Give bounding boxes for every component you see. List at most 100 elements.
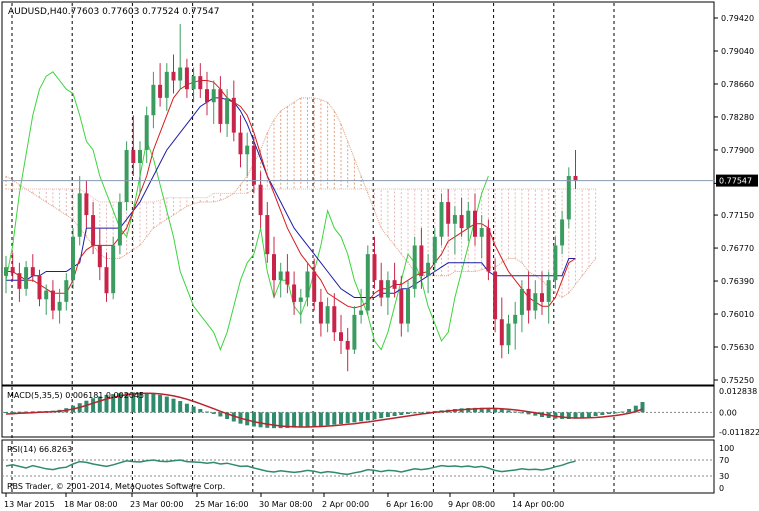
macd-histogram-bar <box>138 392 142 413</box>
price-tick-label: 0.75250 <box>721 376 754 385</box>
candle-body <box>218 89 223 124</box>
macd-histogram-bar <box>385 412 390 417</box>
macd-histogram-bar <box>640 402 645 413</box>
candle-body <box>292 284 297 302</box>
macd-tick-label: 0.012838 <box>719 387 757 396</box>
macd-histogram-bar <box>318 412 323 426</box>
macd-histogram-bar <box>171 398 176 413</box>
candle-body <box>131 149 136 163</box>
candle-body <box>352 314 357 350</box>
candle-body <box>426 262 431 276</box>
macd-histogram-bar <box>278 412 283 429</box>
macd-histogram-bar <box>586 412 591 417</box>
candle-body <box>64 280 69 302</box>
symbol-label: AUDUSD,H4 <box>8 7 63 17</box>
macd-tick-label: -0.011822 <box>719 428 759 437</box>
candle-body <box>104 267 109 294</box>
candle-body <box>513 314 518 324</box>
macd-histogram-bar <box>473 407 477 413</box>
macd-histogram-bar <box>298 412 303 428</box>
candle-body <box>332 306 337 333</box>
price-tick-label: 0.76390 <box>721 277 754 286</box>
macd-histogram-bar <box>479 407 484 413</box>
macd-histogram-bar <box>352 412 357 423</box>
candle-body <box>325 306 330 324</box>
candle-body <box>526 288 531 311</box>
candle-body <box>305 271 310 298</box>
candle-body <box>258 184 263 216</box>
macd-histogram-bar <box>245 412 250 426</box>
candle-body <box>205 89 209 103</box>
price-tick-label: 0.77900 <box>721 146 754 155</box>
candle-body <box>312 271 317 302</box>
price-tick-label: 0.78280 <box>721 113 754 122</box>
candle-body <box>191 76 196 90</box>
candle-body <box>392 280 397 289</box>
candle-body <box>479 228 484 237</box>
time-tick-label: 25 Mar 16:00 <box>195 500 248 509</box>
price-panel-frame <box>1 1 715 386</box>
candle-body <box>17 273 22 289</box>
macd-indicator: 0.012838 0.00 -0.011822 <box>2 387 759 437</box>
time-tick-label: 30 Mar 08:00 <box>259 500 312 509</box>
candle-body <box>57 301 62 311</box>
candle-body <box>144 115 149 150</box>
rsi-tick-label: 70 <box>719 456 729 465</box>
candle-body <box>493 271 498 320</box>
macd-histogram-bar <box>24 411 29 413</box>
macd-histogram-bar <box>151 393 156 413</box>
candle-body <box>50 290 55 311</box>
candle-body <box>499 319 504 346</box>
candle-body <box>164 71 169 98</box>
price-axis: 0.79420 0.79040 0.78660 0.78280 0.77900 0.775… <box>714 14 754 385</box>
macd-histogram-bar <box>365 412 370 421</box>
macd-histogram-bar <box>205 411 209 413</box>
candle-body <box>466 210 471 229</box>
candle-body <box>566 175 571 220</box>
macd-histogram-bar <box>593 412 598 417</box>
macd-histogram-bar <box>198 409 203 413</box>
candle-body <box>432 236 437 263</box>
candle-body <box>124 149 129 203</box>
candle-body <box>117 202 122 246</box>
rsi-line <box>5 459 576 476</box>
candle-body <box>245 145 250 155</box>
candle-body <box>138 149 142 163</box>
candle-body <box>540 293 544 302</box>
macd-histogram-bar <box>91 398 96 413</box>
macd-histogram-bar <box>560 412 565 419</box>
candle-body <box>24 267 29 289</box>
macd-histogram-bar <box>633 405 638 413</box>
macd-histogram-bar <box>158 394 163 413</box>
macd-histogram-bar <box>292 412 297 428</box>
time-tick-label: 18 Mar 08:00 <box>64 500 117 509</box>
macd-histogram-bar <box>339 412 343 424</box>
rsi-tick-label: 30 <box>719 472 729 481</box>
macd-histogram-bar <box>251 412 256 427</box>
time-tick-label: 13 Mar 2015 <box>4 500 55 509</box>
price-tick-label: 0.76010 <box>721 310 754 319</box>
candle-body <box>97 245 102 268</box>
macd-histogram-bar <box>332 412 337 425</box>
price-tick-label: 0.79040 <box>721 47 754 56</box>
macd-histogram-bar <box>426 411 431 413</box>
rsi-panel-frame <box>1 439 715 494</box>
candle-body <box>546 280 551 302</box>
candle-body <box>439 202 444 237</box>
macd-histogram-bar <box>184 403 189 413</box>
candle-body <box>318 301 323 324</box>
macd-histogram-bar <box>499 409 504 413</box>
candle-body <box>278 271 283 281</box>
macd-histogram-bar <box>412 412 417 414</box>
macd-histogram-bar <box>526 412 531 415</box>
candle-body <box>372 254 377 281</box>
macd-histogram-bar <box>272 412 276 429</box>
macd-histogram-bar <box>104 394 109 413</box>
price-tick-label: 0.79420 <box>721 14 754 23</box>
price-tick-label: 0.76770 <box>721 244 754 253</box>
macd-histogram-bar <box>4 412 8 414</box>
macd-histogram-bar <box>164 396 169 413</box>
macd-histogram-bar <box>144 392 149 413</box>
candle-body <box>44 290 49 300</box>
candle-body <box>385 280 390 298</box>
